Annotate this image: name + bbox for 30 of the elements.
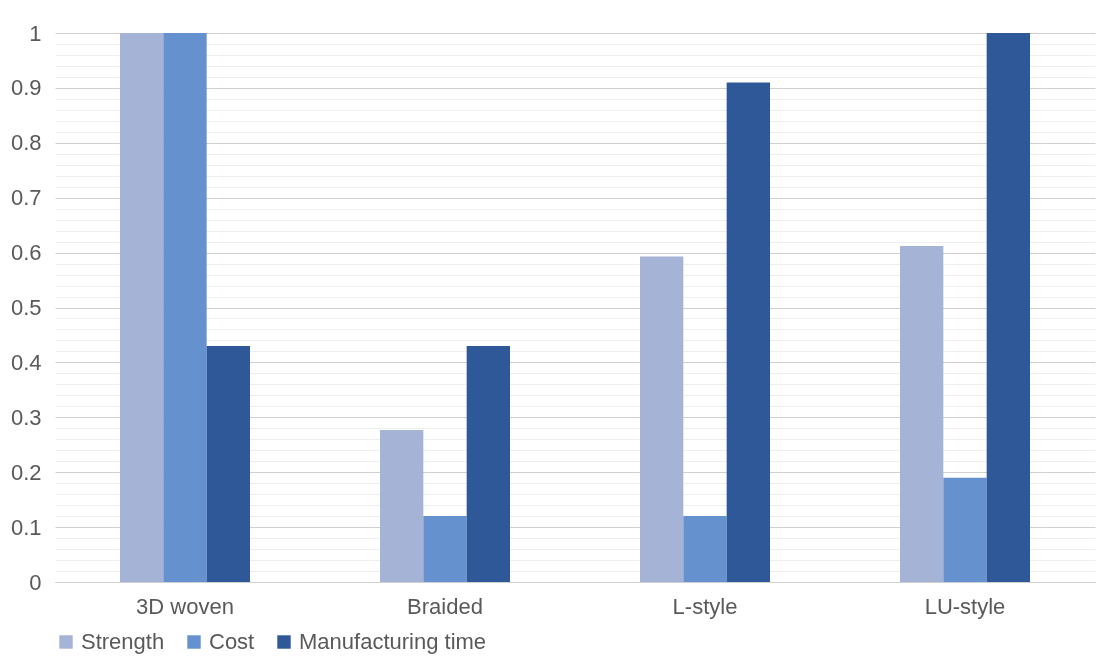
bar: [206, 345, 250, 582]
y-tick-label: 1: [29, 20, 42, 46]
y-tick-label: 0.6: [10, 240, 42, 266]
x-tick-label: 3D woven: [136, 593, 234, 619]
bar: [380, 429, 424, 582]
y-tick-label: 0.8: [10, 130, 42, 156]
y-tick-label: 0.9: [10, 75, 42, 101]
bar: [120, 33, 164, 582]
bar: [466, 345, 510, 582]
bar: [423, 516, 467, 582]
y-tick-label: 0.3: [10, 404, 42, 430]
y-tick-label: 0.1: [10, 514, 42, 540]
bar: [986, 33, 1030, 582]
bar: [640, 256, 684, 582]
y-tick-label: 0.5: [10, 295, 42, 320]
legend-label: Cost: [209, 629, 255, 654]
legend-label: Manufacturing time: [299, 629, 487, 654]
bar: [163, 33, 207, 582]
x-tick-label: LU-style: [924, 593, 1006, 619]
bar: [943, 477, 987, 582]
bar: [726, 82, 770, 582]
x-tick-label: L-style: [672, 593, 738, 619]
y-tick-label: 0.7: [10, 185, 42, 211]
y-tick-label: 0.4: [10, 349, 42, 375]
bar: [900, 246, 944, 582]
legend-label: Strength: [81, 629, 165, 654]
y-tick-label: 0: [29, 569, 42, 595]
bar: [683, 516, 727, 582]
y-tick-label: 0.2: [10, 459, 42, 485]
x-tick-label: Braided: [407, 593, 483, 619]
